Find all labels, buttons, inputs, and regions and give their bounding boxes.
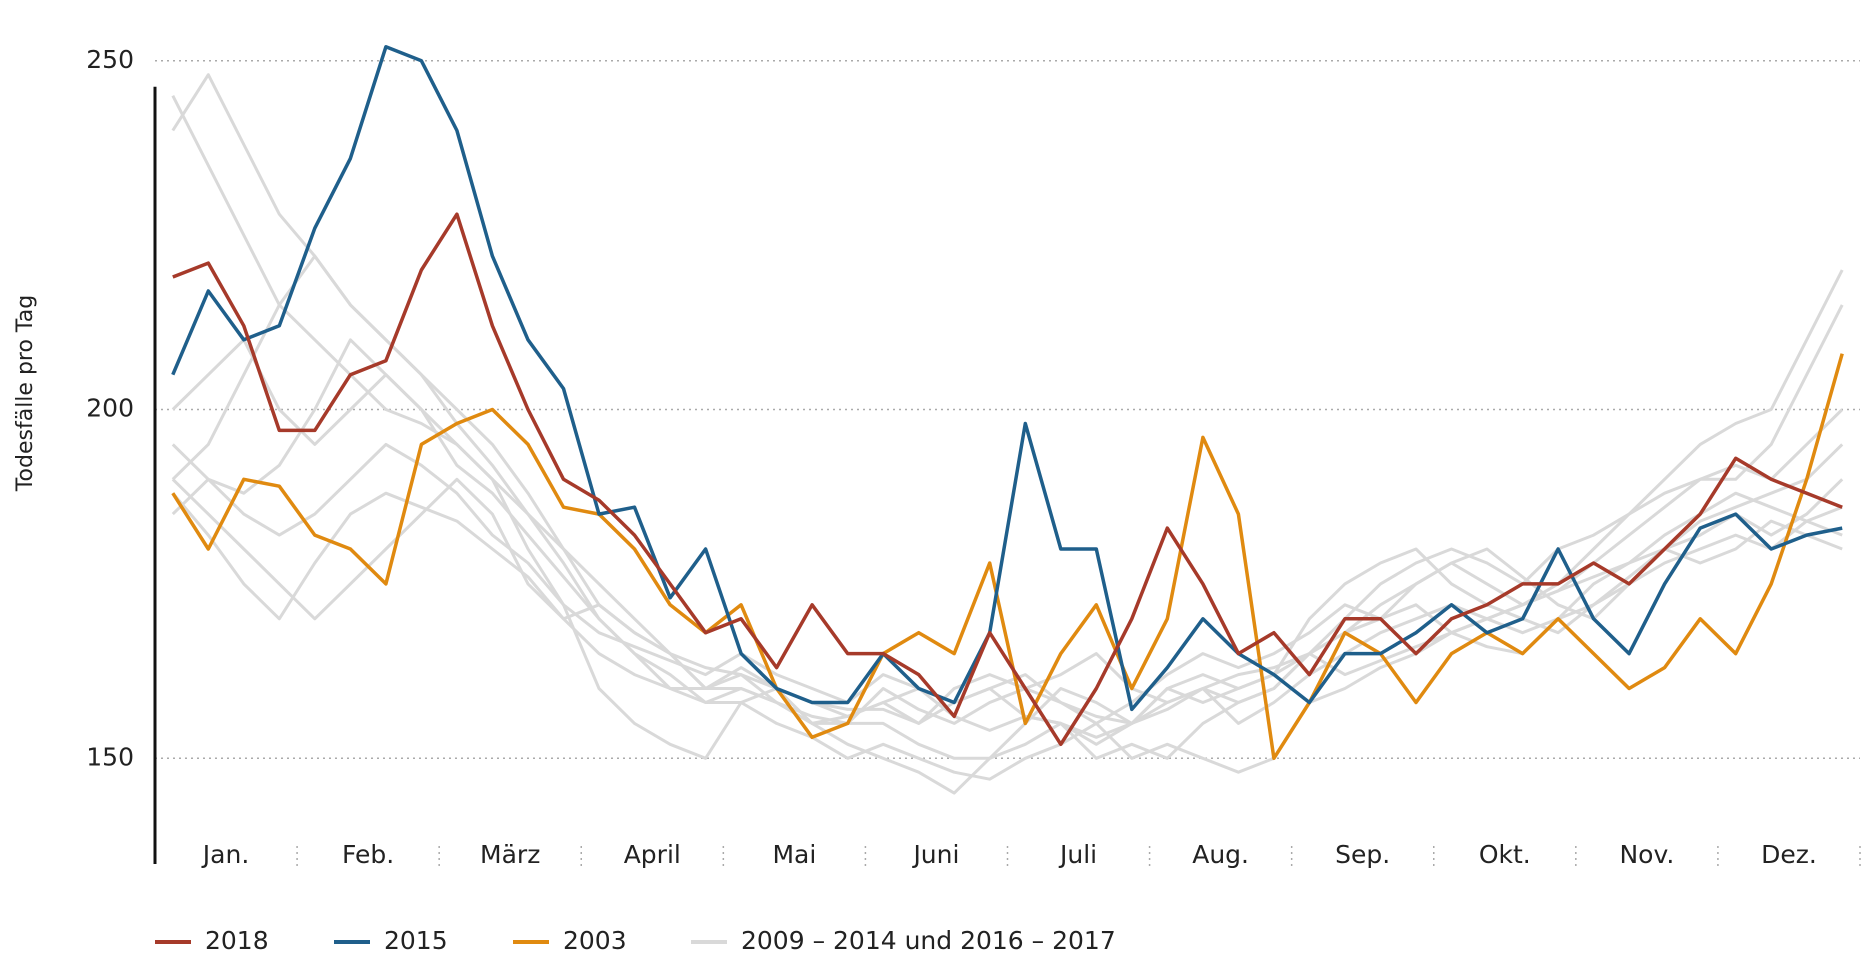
x-tick-label: Juli: [1058, 840, 1097, 869]
series-line: [172, 212, 1843, 747]
x-tick-label: Juni: [911, 840, 959, 869]
series-line: [171, 95, 1844, 781]
series-line: [171, 442, 1844, 746]
series-line: [171, 45, 1843, 712]
series-line: [171, 353, 1844, 761]
y-tick-label: 150: [86, 742, 134, 771]
legend-label: 2015: [384, 926, 448, 955]
x-tick-label: Jan.: [201, 840, 249, 869]
y-tick-label: 200: [86, 394, 134, 423]
legend-label: 2018: [205, 926, 269, 955]
series-line: [171, 73, 1844, 739]
legend-label: 2003: [563, 926, 627, 955]
legend-label: 2009 – 2014 und 2016 – 2017: [741, 926, 1116, 955]
x-tick-label: Mai: [772, 840, 816, 869]
series-line: [171, 491, 1843, 725]
y-axis-label: Todesfälle pro Tag: [13, 295, 38, 492]
series-line: [171, 254, 1844, 760]
x-tick-label: Nov.: [1619, 840, 1674, 869]
x-tick-label: April: [624, 840, 681, 869]
series-line: [171, 477, 1843, 725]
x-tick-label: Dez.: [1761, 840, 1817, 869]
x-tick-label: Sep.: [1335, 840, 1390, 869]
x-tick-label: März: [480, 840, 540, 869]
series-line: [171, 338, 1844, 795]
y-tick-label: 250: [86, 45, 134, 74]
x-tick-label: Feb.: [342, 840, 394, 869]
x-tick-label: Okt.: [1479, 840, 1531, 869]
x-tick-label: Aug.: [1192, 840, 1249, 869]
series-line: [171, 338, 1843, 725]
